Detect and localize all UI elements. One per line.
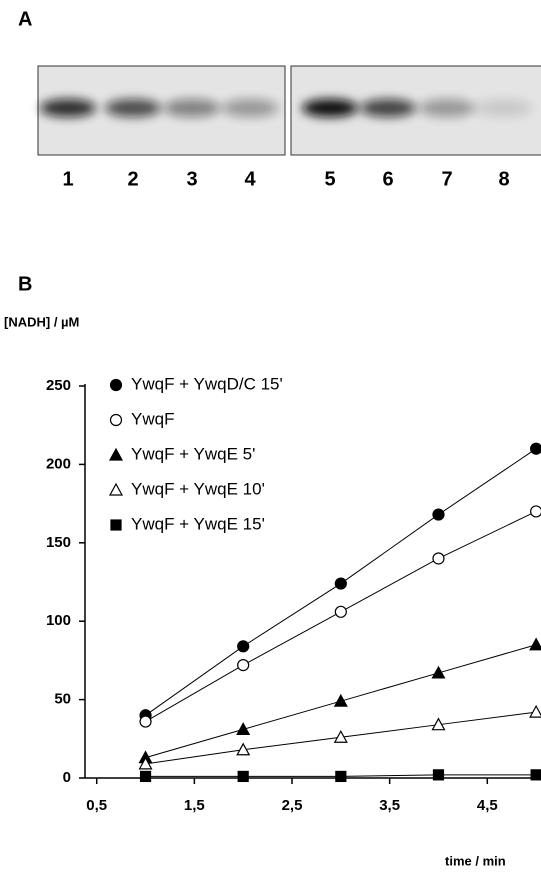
point [141, 771, 151, 781]
point [237, 723, 249, 734]
point [531, 770, 541, 780]
legend-marker [111, 380, 122, 391]
legend-marker [111, 415, 122, 426]
point [432, 667, 444, 678]
gel-band [360, 99, 416, 117]
legend-label: YwqF + YwqE 15' [131, 514, 265, 533]
x-axis-label: time / min [445, 853, 506, 868]
lane-label: 3 [186, 168, 197, 190]
legend-marker [110, 449, 122, 460]
legend-marker [110, 484, 122, 495]
x-tick-label: 3,5 [379, 797, 400, 814]
legend-label: YwqF + YwqE 10' [131, 479, 265, 498]
point [530, 639, 541, 650]
point [238, 660, 249, 671]
legend-label: YwqF + YwqD/C 15' [131, 374, 283, 393]
gel-band [164, 99, 220, 117]
point [530, 706, 541, 717]
y-tick-label: 100 [46, 612, 71, 629]
point [335, 578, 346, 589]
panel-label: A [18, 8, 32, 30]
x-tick-label: 1,5 [184, 797, 205, 814]
y-tick-label: 50 [54, 691, 71, 708]
point [433, 509, 444, 520]
y-tick-label: 150 [46, 534, 71, 551]
legend-label: YwqF + YwqE 5' [131, 444, 255, 463]
lane-label: 4 [244, 168, 256, 190]
point [238, 771, 248, 781]
lane-label: 8 [498, 168, 509, 190]
x-tick-label: 2,5 [282, 797, 303, 814]
point [336, 771, 346, 781]
y-axis-label: [NADH] / µM [4, 314, 79, 329]
gel-band [476, 99, 532, 117]
point [238, 641, 249, 652]
point [433, 770, 443, 780]
y-tick-label: 0 [63, 769, 71, 786]
point [531, 506, 541, 517]
panel-label: B [18, 273, 32, 295]
x-tick-label: 0,5 [86, 797, 107, 814]
point [433, 553, 444, 564]
gel-band [222, 99, 278, 117]
gel-band [40, 99, 96, 117]
lane-label: 6 [382, 168, 393, 190]
point [335, 606, 346, 617]
point [140, 716, 151, 727]
lane-label: 5 [324, 168, 335, 190]
x-tick-label: 4,5 [477, 797, 498, 814]
point [335, 695, 347, 706]
lane-label: 7 [441, 168, 452, 190]
legend-label: YwqF [131, 409, 174, 428]
point [531, 443, 541, 454]
y-tick-label: 250 [46, 377, 71, 394]
legend-marker [111, 520, 121, 530]
y-tick-label: 200 [46, 455, 71, 472]
gel-band [419, 99, 475, 117]
gel-band [105, 99, 161, 117]
gel-band [302, 99, 358, 117]
lane-label: 2 [127, 168, 138, 190]
lane-label: 1 [62, 168, 73, 190]
figure: A B [NADH] / µM time / min 1 2 3 4 5 6 7 8 0 50 10… [0, 0, 541, 874]
